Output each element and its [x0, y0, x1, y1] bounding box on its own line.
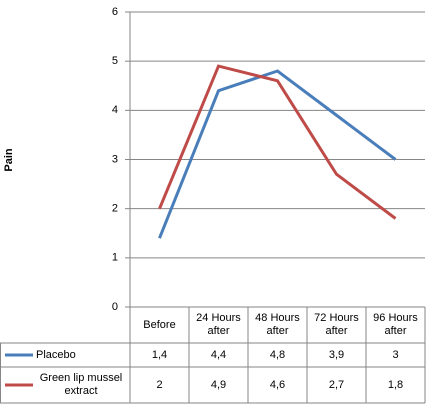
y-tick-label: 3 — [112, 153, 118, 165]
legend-label: Placebo — [36, 348, 76, 361]
x-tick-label: 72 Hours after — [314, 312, 359, 337]
y-axis-label: Pain — [3, 148, 15, 172]
value-label: 4,8 — [269, 348, 286, 361]
x-tick-label: 48 Hours after — [255, 312, 300, 337]
y-tick-label: 5 — [112, 55, 118, 67]
x-tick-label: 24 Hours after — [196, 312, 241, 337]
value-label: 2 — [156, 378, 163, 391]
y-tick-label: 1 — [112, 252, 118, 264]
x-tick-label: Before — [143, 318, 176, 331]
x-tick-label: 96 Hours after — [373, 312, 418, 337]
y-tick-label: 2 — [112, 203, 118, 215]
value-label: 4,6 — [269, 378, 286, 391]
value-label: 2,7 — [328, 378, 345, 391]
y-tick-label: 6 — [112, 6, 118, 18]
line-series — [158, 69, 397, 239]
y-tick-label: 4 — [112, 104, 118, 116]
value-label: 3 — [392, 348, 399, 361]
y-tick-label: 0 — [112, 301, 118, 313]
value-label: 4,9 — [210, 378, 227, 391]
value-label: 4,4 — [210, 348, 227, 361]
legend-label: Green lip mussel extract — [39, 372, 123, 397]
value-label: 3,9 — [328, 348, 345, 361]
value-label: 1,8 — [387, 378, 404, 391]
line-series — [158, 64, 397, 220]
value-label: 1,4 — [151, 348, 168, 361]
